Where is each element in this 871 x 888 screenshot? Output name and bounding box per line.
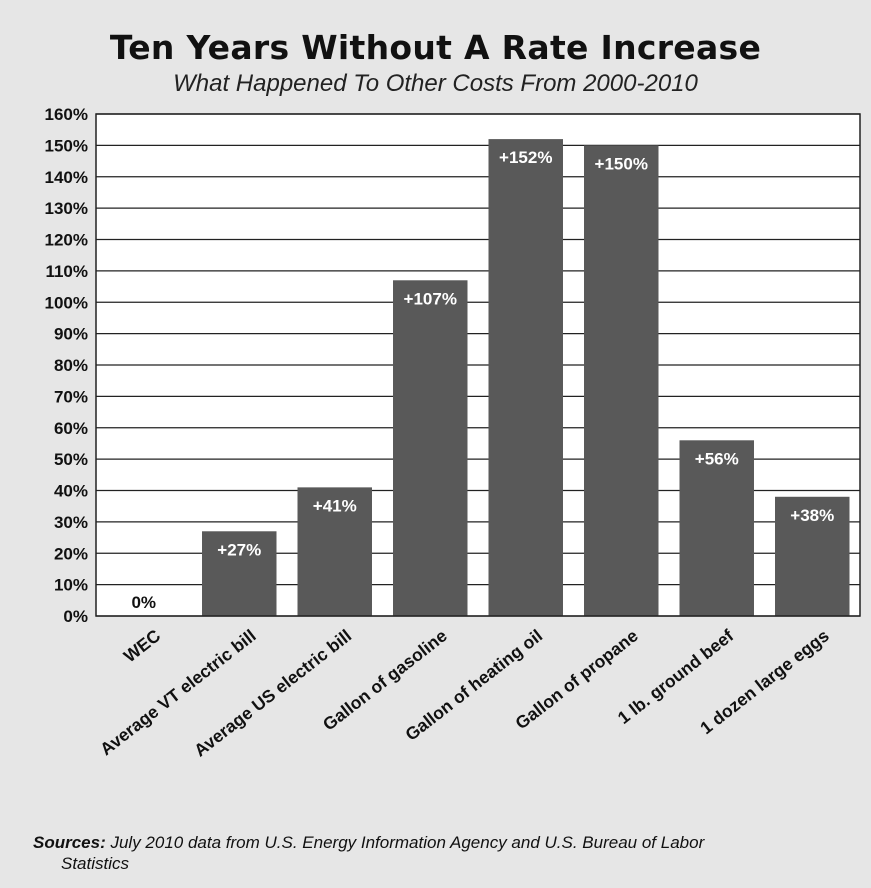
y-tick-label: 10%	[54, 576, 88, 595]
y-tick-label: 140%	[45, 168, 88, 187]
x-tick-label: Average US electric bill	[190, 625, 355, 760]
data-label: +56%	[695, 449, 739, 468]
y-tick-label: 40%	[54, 482, 88, 501]
y-tick-label: 130%	[45, 199, 88, 218]
y-tick-label: 80%	[54, 356, 88, 375]
bar	[297, 487, 372, 616]
bar	[679, 440, 754, 616]
y-tick-label: 90%	[54, 325, 88, 344]
sources-note: Sources: July 2010 data from U.S. Energy…	[33, 832, 853, 874]
x-tick-label: WEC	[120, 625, 165, 666]
data-label: +27%	[217, 540, 261, 559]
chart-subtitle: What Happened To Other Costs From 2000-2…	[173, 70, 698, 97]
data-label: 0%	[131, 593, 156, 612]
y-tick-label: 120%	[45, 231, 88, 250]
bar	[775, 496, 850, 616]
data-label: +150%	[595, 154, 648, 173]
y-tick-label: 30%	[54, 513, 88, 532]
sources-line1: July 2010 data from U.S. Energy Informat…	[105, 833, 705, 852]
bar	[584, 145, 659, 616]
data-label: +38%	[790, 506, 834, 525]
y-tick-label: 160%	[45, 105, 88, 124]
chart-title: Ten Years Without A Rate Increase	[109, 28, 762, 67]
y-tick-label: 150%	[45, 136, 88, 155]
y-tick-label: 20%	[54, 544, 88, 563]
data-label: +107%	[404, 289, 457, 308]
y-tick-label: 0%	[63, 607, 88, 626]
y-tick-label: 50%	[54, 450, 88, 469]
sources-label: Sources:	[33, 833, 106, 852]
bar	[202, 531, 277, 616]
sources-line2: Statistics	[61, 854, 130, 873]
y-tick-label: 60%	[54, 419, 88, 438]
y-tick-label: 70%	[54, 387, 88, 406]
data-label: +41%	[313, 496, 357, 515]
bar	[393, 280, 468, 616]
data-label: +152%	[499, 148, 552, 167]
y-tick-label: 100%	[45, 293, 88, 312]
plot-frame	[95, 113, 861, 617]
bar	[488, 139, 563, 616]
y-tick-label: 110%	[45, 262, 88, 281]
x-tick-label: Average VT electric bill	[96, 625, 260, 759]
